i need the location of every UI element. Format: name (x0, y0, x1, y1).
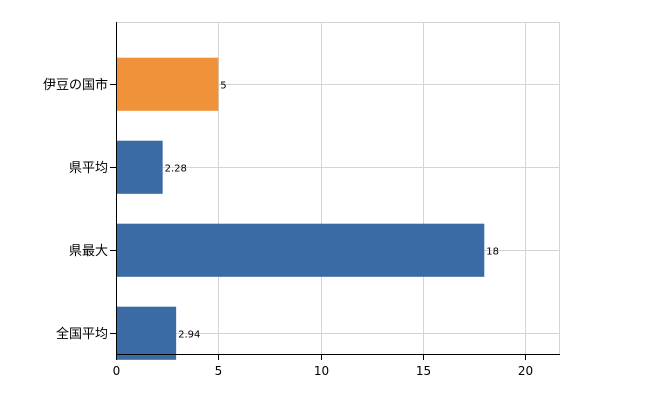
x-axis-ticks: 0 5 10 15 20 (113, 354, 533, 378)
data-label: 18 (486, 246, 499, 257)
data-label: 5 (220, 80, 226, 91)
bars (116, 57, 485, 360)
bar (116, 57, 219, 111)
bar (116, 306, 177, 360)
bar (116, 223, 485, 277)
y-tick-label: 伊豆の国市 (43, 77, 108, 93)
bar (116, 140, 163, 194)
y-tick-label: 県平均 (69, 161, 108, 176)
y-tick-label: 県最大 (69, 244, 108, 259)
data-label: 2.94 (178, 329, 200, 340)
x-tick-label: 15 (416, 364, 431, 378)
axes (116, 22, 560, 355)
data-label: 2.28 (165, 163, 187, 174)
x-tick-label: 5 (215, 364, 223, 378)
data-labels: 5 2.28 18 2.94 (165, 80, 499, 340)
y-tick-label: 全国平均 (56, 326, 108, 342)
x-tick-label: 20 (518, 364, 533, 378)
x-tick-label: 10 (314, 364, 329, 378)
x-tick-label: 0 (113, 364, 121, 378)
